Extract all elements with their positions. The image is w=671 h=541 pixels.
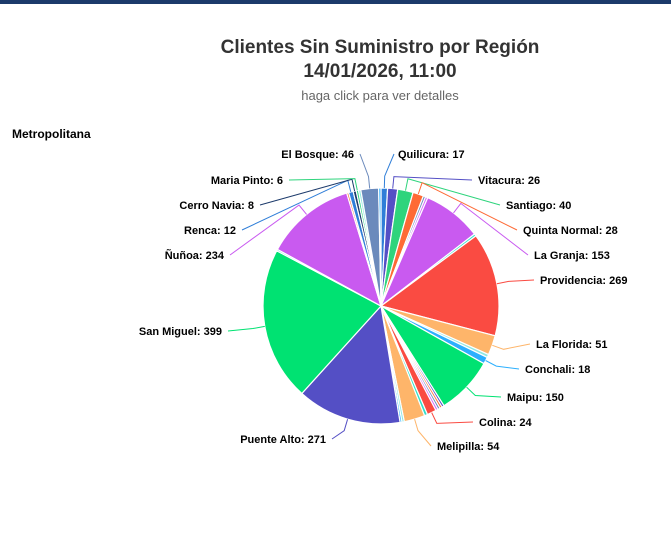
data-label: Providencia: 269: [540, 275, 627, 287]
data-label: La Granja: 153: [534, 250, 610, 262]
data-label: Puente Alto: 271: [240, 434, 326, 446]
data-label: Santiago: 40: [506, 200, 571, 212]
connector-line: [288, 178, 358, 191]
connector-line: [414, 418, 432, 447]
connector-line: [392, 176, 473, 189]
connector-line: [331, 419, 349, 440]
chart-title-date: 14/01/2026, 11:00: [303, 61, 457, 82]
pie-slice-providencia[interactable]: [379, 235, 500, 337]
data-label: Renca: 12: [184, 225, 236, 237]
top-bar: [0, 0, 671, 4]
data-label: Vitacura: 26: [478, 175, 540, 187]
connector-line: [431, 412, 474, 424]
pie-slices: [262, 187, 500, 425]
data-label: Conchali: 18: [525, 364, 590, 376]
region-label: Metropolitana: [12, 127, 91, 141]
chart-title: Clientes Sin Suministro por Región: [220, 37, 540, 58]
connector-line: [466, 386, 502, 398]
data-label: Maipu: 150: [507, 392, 564, 404]
connector-line: [259, 178, 356, 206]
connector-line: [227, 325, 265, 332]
connector-line: [383, 153, 395, 189]
data-label: Ñuñoa: 234: [165, 249, 225, 262]
chart-subtitle-link[interactable]: haga click para ver detalles: [301, 88, 459, 103]
data-label: El Bosque: 46: [281, 149, 354, 161]
pie-slice-puente-alto[interactable]: [300, 304, 401, 425]
connector-line: [492, 343, 531, 350]
connector-line: [417, 181, 518, 231]
data-label: Melipilla: 54: [437, 441, 500, 453]
data-label: Maria Pinto: 6: [211, 175, 283, 187]
data-label: Cerro Navia: 8: [179, 200, 254, 212]
connector-line: [359, 153, 371, 189]
connector-line: [405, 178, 501, 206]
data-label: Quinta Normal: 28: [523, 225, 618, 237]
connector-line: [496, 279, 535, 285]
data-label: La Florida: 51: [536, 339, 608, 351]
pie-labels: Quilicura: 17 Vitacura: 26 Santiago: 40 Qui…: [139, 149, 628, 453]
connector-line: [453, 202, 529, 256]
data-label: Quilicura: 17: [398, 149, 465, 161]
data-label: Colina: 24: [479, 417, 532, 429]
connector-line: [485, 360, 520, 370]
data-label: San Miguel: 399: [139, 326, 222, 338]
pie-slice-unlabeled[interactable]: [378, 187, 382, 307]
connector-line: [229, 204, 307, 256]
